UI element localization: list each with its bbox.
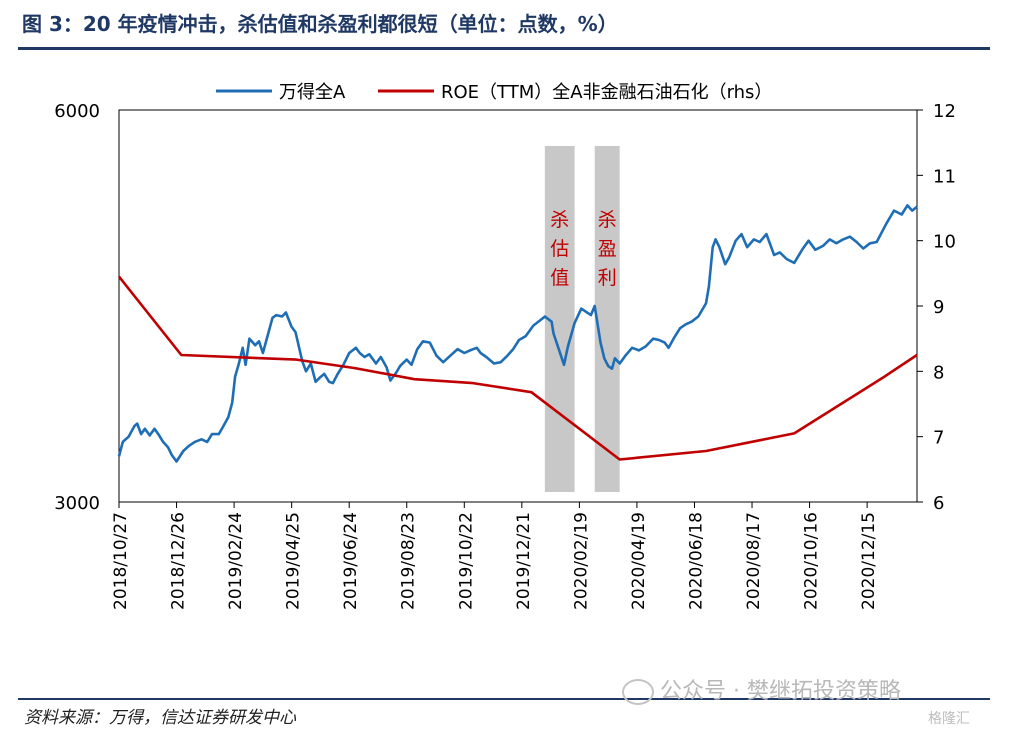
x-tick-label-5: 2019/08/23 [399, 512, 419, 610]
chart: 2018/10/27 2018/12/26 2019/02/24 2019/04/25… [54, 82, 956, 610]
watermark-corner: 格隆汇 [928, 711, 970, 727]
period-annotations: 杀估值 杀盈利 [550, 209, 616, 289]
figure-title: 图 3：20 年疫情冲击，杀估值和杀盈利都很短（单位：点数，%） [22, 12, 618, 36]
x-tick-label-8: 2020/02/19 [571, 512, 591, 610]
x-tick-label-12: 2020/10/16 [802, 512, 822, 610]
x-tick-label-4: 2019/06/24 [341, 512, 361, 610]
footer-rule [18, 698, 990, 700]
x-tick-label-10: 2020/06/18 [686, 512, 706, 610]
x-axis: 2018/10/27 2018/12/26 2019/02/24 2019/04/25… [111, 502, 879, 610]
shaded-periods [544, 146, 620, 492]
watermark: 公众号 · 樊继拓投资策略 [622, 673, 901, 705]
x-tick-label-9: 2020/04/19 [629, 512, 649, 610]
y-right-tick-label-2: 10 [933, 232, 956, 253]
source-note: 资料来源：万得，信达证券研发中心 [24, 708, 296, 728]
legend-label-2: ROE（TTM）全A非金融石油石化（rhs） [441, 82, 772, 103]
y-right-tick-label-6: 6 [933, 493, 944, 514]
annotation-2: 杀盈利 [598, 209, 617, 289]
plot-frame [118, 109, 918, 503]
series-line-1 [117, 204, 918, 463]
legend-label-1: 万得全A [279, 82, 346, 103]
y-right-tick-label-1: 11 [933, 166, 956, 187]
x-tick-label-7: 2019/12/21 [514, 512, 534, 610]
x-tick-label-0: 2018/10/27 [111, 512, 131, 610]
x-tick-label-1: 2018/12/26 [169, 512, 189, 610]
x-tick-label-2: 2019/02/24 [226, 512, 246, 610]
title-rule [18, 47, 990, 50]
series-lines [117, 204, 918, 463]
x-tick-label-3: 2019/04/25 [284, 512, 304, 610]
y-axis-left: 6000 3000 [54, 101, 100, 514]
legend: 万得全A ROE（TTM）全A非金融石油石化（rhs） [216, 82, 772, 103]
y-right-tick-label-0: 12 [933, 101, 956, 122]
y-left-tick-label-0: 6000 [54, 101, 100, 122]
watermark-text: 公众号 · 樊继拓投资策略 [660, 679, 901, 704]
x-tick-label-11: 2020/08/17 [744, 512, 764, 610]
y-left-tick-label-1: 3000 [54, 493, 100, 514]
annotation-1: 杀估值 [550, 209, 569, 289]
y-right-tick-label-3: 9 [933, 297, 944, 318]
x-tick-label-6: 2019/10/22 [456, 512, 476, 610]
shade-period-2 [594, 146, 620, 492]
y-right-tick-label-5: 7 [933, 428, 944, 449]
x-tick-label-13: 2020/12/15 [859, 512, 879, 610]
series-line-2 [117, 275, 918, 461]
y-axis-right: 12 11 10 9 8 7 6 [917, 101, 956, 514]
wechat-icon [622, 679, 654, 705]
y-right-tick-label-4: 8 [933, 362, 944, 383]
